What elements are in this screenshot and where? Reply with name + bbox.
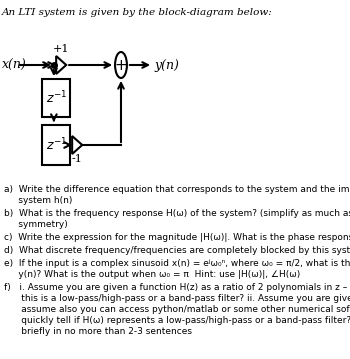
Text: +: +: [114, 57, 127, 73]
Bar: [42, 79, 70, 117]
Text: An LTI system is given by the block-diagram below:: An LTI system is given by the block-diag…: [2, 8, 273, 17]
Text: $z^{-1}$: $z^{-1}$: [46, 137, 67, 153]
Text: -1: -1: [72, 154, 83, 164]
Text: f)   i. Assume you are given a function H(z) as a ratio of 2 polynomials in z – : f) i. Assume you are given a function H(…: [4, 283, 350, 336]
Bar: [42, 125, 70, 165]
Text: y(n): y(n): [154, 59, 179, 71]
Text: e)  If the input is a complex sinusoid x(n) = eʲω₀ⁿ, where ω₀ = π/2, what is the: e) If the input is a complex sinusoid x(…: [4, 259, 350, 279]
Text: b)  What is the frequency response H(ω) of the system? (simplify as much as poss: b) What is the frequency response H(ω) o…: [4, 209, 350, 229]
Text: $z^{-1}$: $z^{-1}$: [46, 90, 67, 106]
Text: +1: +1: [53, 44, 69, 54]
Text: a)  Write the difference equation that corresponds to the system and the impulse: a) Write the difference equation that co…: [4, 185, 350, 205]
Text: x(n): x(n): [2, 59, 27, 71]
Text: d)  What discrete frequency/frequencies are completely blocked by this system?: d) What discrete frequency/frequencies a…: [4, 246, 350, 255]
Text: c)  Write the expression for the magnitude |H(ω)|. What is the phase response ∠H: c) Write the expression for the magnitud…: [4, 233, 350, 242]
